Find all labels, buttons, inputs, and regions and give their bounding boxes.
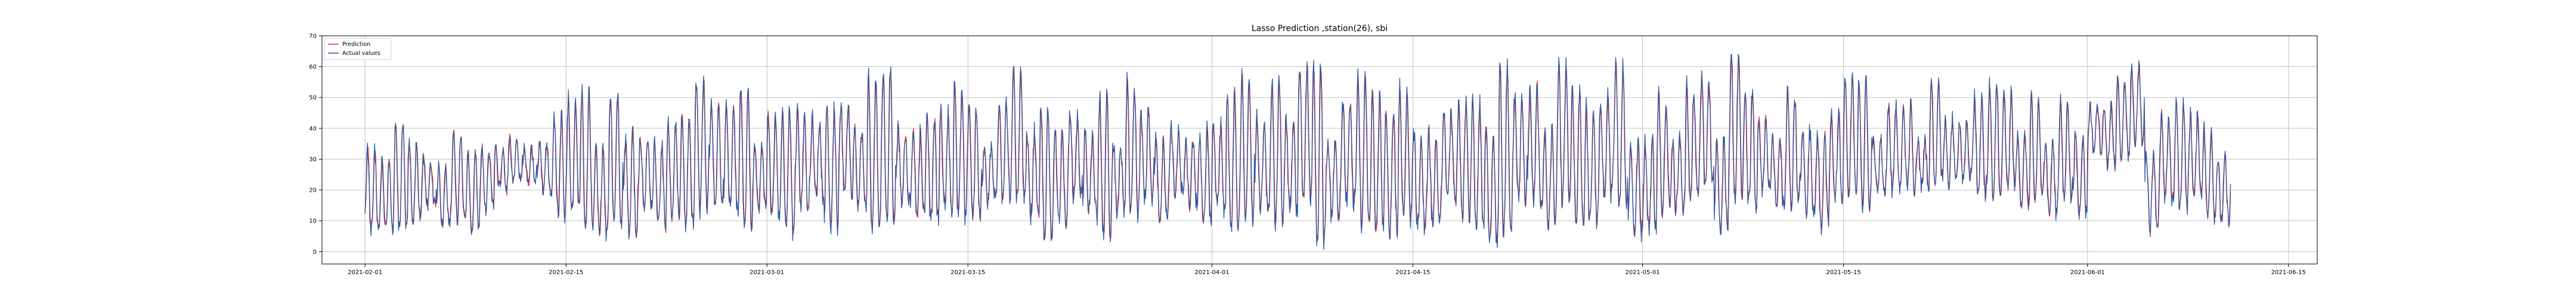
x-tick-label: 2021-05-01 — [1626, 269, 1660, 276]
chart-title: Lasso Prediction ,station(26), sbi — [1252, 24, 1388, 33]
series-line-actual — [364, 54, 2231, 250]
x-tick-label: 2021-03-01 — [750, 269, 784, 276]
axes: 0 10 20 30 40 50 60 70 2021-02-01 2021-02-15 2021-… — [309, 33, 2306, 277]
plot-series — [364, 54, 2231, 250]
plot-area-frame — [321, 35, 2318, 265]
x-tick-label: 2021-03-15 — [950, 269, 985, 276]
y-tick-label: 40 — [309, 125, 317, 132]
y-tick-label: 0 — [313, 249, 317, 256]
x-tick-label: 2021-05-15 — [1826, 269, 1861, 276]
x-tick-label: 2021-06-15 — [2271, 269, 2306, 276]
x-tick-label: 2021-02-15 — [549, 269, 583, 276]
legend-label-prediction: Prediction — [342, 41, 370, 48]
x-tick-label: 2021-02-01 — [348, 269, 382, 276]
x-tick-label: 2021-04-01 — [1194, 269, 1229, 276]
legend: Prediction Actual values — [324, 38, 392, 60]
legend-box — [324, 38, 392, 60]
y-tick-label: 30 — [309, 156, 317, 163]
y-tick-label: 20 — [309, 188, 317, 194]
legend-label-actual: Actual values — [342, 50, 380, 57]
y-tick-label: 50 — [309, 95, 317, 102]
y-tick-label: 60 — [309, 64, 317, 70]
y-tick-label: 10 — [309, 218, 317, 225]
y-tick-label: 70 — [309, 33, 317, 40]
x-tick-label: 2021-04-15 — [1395, 269, 1430, 276]
x-tick-label: 2021-06-01 — [2070, 269, 2105, 276]
